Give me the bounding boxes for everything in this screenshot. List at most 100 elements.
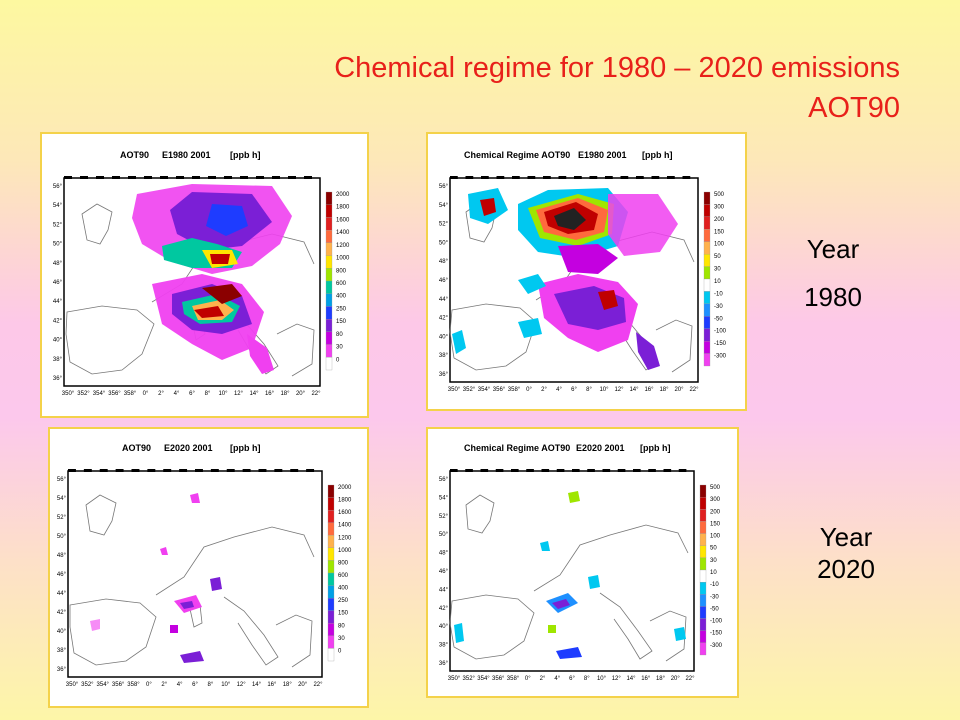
lon-tick-label: 352° — [463, 676, 476, 682]
lon-tick-label: 0° — [526, 387, 532, 393]
lon-tick-labels: 350° 352° 354° 356° 358° 0° 2° 4° 6° 8° 10° 12° 14° 1… — [66, 469, 323, 688]
color-scale-label: 400 — [338, 586, 349, 592]
color-scale-label: 800 — [338, 560, 349, 566]
lon-tick-label: 354° — [478, 387, 491, 393]
lat-tick-label: 48° — [53, 261, 63, 267]
map-title-mid: E1980 2001 — [578, 150, 627, 160]
frame-tick — [274, 469, 283, 472]
frame-tick — [163, 469, 172, 472]
lat-tick-label: 42° — [439, 606, 449, 612]
frame-tick — [651, 176, 660, 179]
frame-tick — [192, 176, 200, 179]
lat-tick-label: 46° — [439, 569, 449, 575]
lon-tick-label: 22° — [685, 676, 695, 682]
frame-tick — [306, 469, 315, 472]
lon-tick-label: 12° — [612, 676, 622, 682]
frame-tick — [258, 469, 267, 472]
lon-tick-label: 354° — [97, 682, 110, 688]
lon-tick-label: 0° — [146, 682, 152, 688]
lat-tick-label: 36° — [439, 372, 449, 378]
color-scale-label: 30 — [336, 345, 343, 351]
color-scale-label: 1800 — [336, 205, 350, 211]
lon-tick-label: 354° — [477, 676, 490, 682]
color-scale-swatch — [699, 581, 707, 595]
lat-tick-label: 40° — [53, 338, 63, 344]
map-frame — [67, 470, 323, 678]
lon-tick-label: 356° — [492, 676, 505, 682]
lon-tick-label: 6° — [189, 391, 195, 397]
map-title-mid: E1980 2001 — [162, 150, 211, 160]
lon-tick-label: 2° — [161, 682, 167, 688]
color-scale-swatch — [703, 340, 711, 354]
color-scale-label: 250 — [336, 306, 347, 312]
frame-tick — [99, 469, 108, 472]
color-scale-swatch — [327, 522, 335, 536]
color-scale-label: -100 — [710, 619, 723, 625]
color-scale-label: -10 — [710, 582, 719, 588]
color-scale-swatch — [325, 293, 333, 307]
lon-tick-label: 22° — [689, 387, 699, 393]
color-scale-swatch — [327, 535, 335, 549]
lat-tick-label: 54° — [57, 496, 67, 502]
color-scale-swatch — [699, 545, 707, 559]
frame-tick — [224, 176, 232, 179]
lat-tick-label: 50° — [57, 534, 67, 540]
color-scale-swatch — [325, 242, 333, 256]
map-panel-aot90-2020: AOT90 E2020 2001 [ppb h] 56° 54° 52° 50° 48°… — [48, 427, 369, 708]
color-scale-swatch — [703, 204, 711, 218]
color-scale-swatch — [703, 253, 711, 267]
frame-tick — [648, 469, 656, 472]
color-scale-swatch — [327, 610, 335, 624]
color-scale-swatch — [327, 585, 335, 599]
lat-tick-label: 44° — [53, 299, 63, 305]
lat-tick-label: 52° — [53, 222, 63, 228]
color-scale-label: 1400 — [336, 230, 350, 236]
color-scale-swatch — [703, 191, 711, 205]
lon-tick-labels: 350° 352° 354° 356° 358° 0° 2° 4° 6° 8° 10° 12° 14° 1… — [448, 469, 695, 682]
lon-tick-label: 4° — [554, 676, 560, 682]
frame-tick — [176, 176, 184, 179]
color-scale-swatch — [699, 533, 707, 546]
lat-tick-label: 36° — [53, 376, 63, 382]
color-scale-label: -300 — [714, 354, 727, 360]
lon-tick-label: 350° — [448, 387, 461, 393]
color-scale-swatch — [699, 569, 707, 583]
title-line-1: Chemical regime for 1980 – 2020 emission… — [334, 52, 900, 84]
color-scale-swatch — [699, 642, 707, 656]
color-scale-label: 1200 — [338, 535, 352, 541]
map-title-right: [ppb h] — [640, 443, 671, 453]
lon-tick-label: 4° — [177, 682, 183, 688]
year-label-text: Year — [819, 522, 873, 552]
color-scale-label: 200 — [710, 509, 721, 515]
color-scale-label: 10 — [710, 570, 717, 576]
map-title-mid: E2020 2001 — [576, 443, 625, 453]
color-scale-swatch — [699, 557, 707, 571]
frame-tick — [465, 469, 473, 472]
frame-tick — [587, 469, 595, 472]
color-scale-label: 600 — [336, 281, 347, 287]
color-scale-swatch — [327, 648, 335, 662]
lat-tick-label: 52° — [439, 222, 449, 228]
lon-tick-label: 6° — [569, 676, 575, 682]
lon-tick-label: 352° — [77, 391, 90, 397]
lon-tick-label: 10° — [599, 387, 609, 393]
lat-tick-label: 54° — [439, 495, 449, 501]
frame-tick — [160, 176, 168, 179]
color-scale-label: 2000 — [338, 485, 352, 491]
color-scale-label: 500 — [714, 192, 725, 198]
color-scale-swatch — [703, 216, 711, 230]
lon-tick-label: 352° — [463, 387, 476, 393]
frame-tick — [543, 176, 551, 179]
frame-tick — [96, 176, 104, 179]
frame-tick — [495, 469, 504, 472]
frame-tick — [678, 469, 687, 472]
frame-tick — [481, 176, 489, 179]
color-scale-label: 0 — [336, 357, 340, 363]
color-scale-swatch — [327, 560, 335, 574]
color-scale-swatch — [327, 497, 335, 511]
color-scale-label: 80 — [336, 332, 343, 338]
color-scale-swatch — [325, 280, 333, 294]
lon-tick-label: 354° — [93, 391, 106, 397]
color-scale-swatch — [325, 191, 333, 205]
slide-title: Chemical regime for 1980 – 2020 emission… — [140, 48, 900, 128]
